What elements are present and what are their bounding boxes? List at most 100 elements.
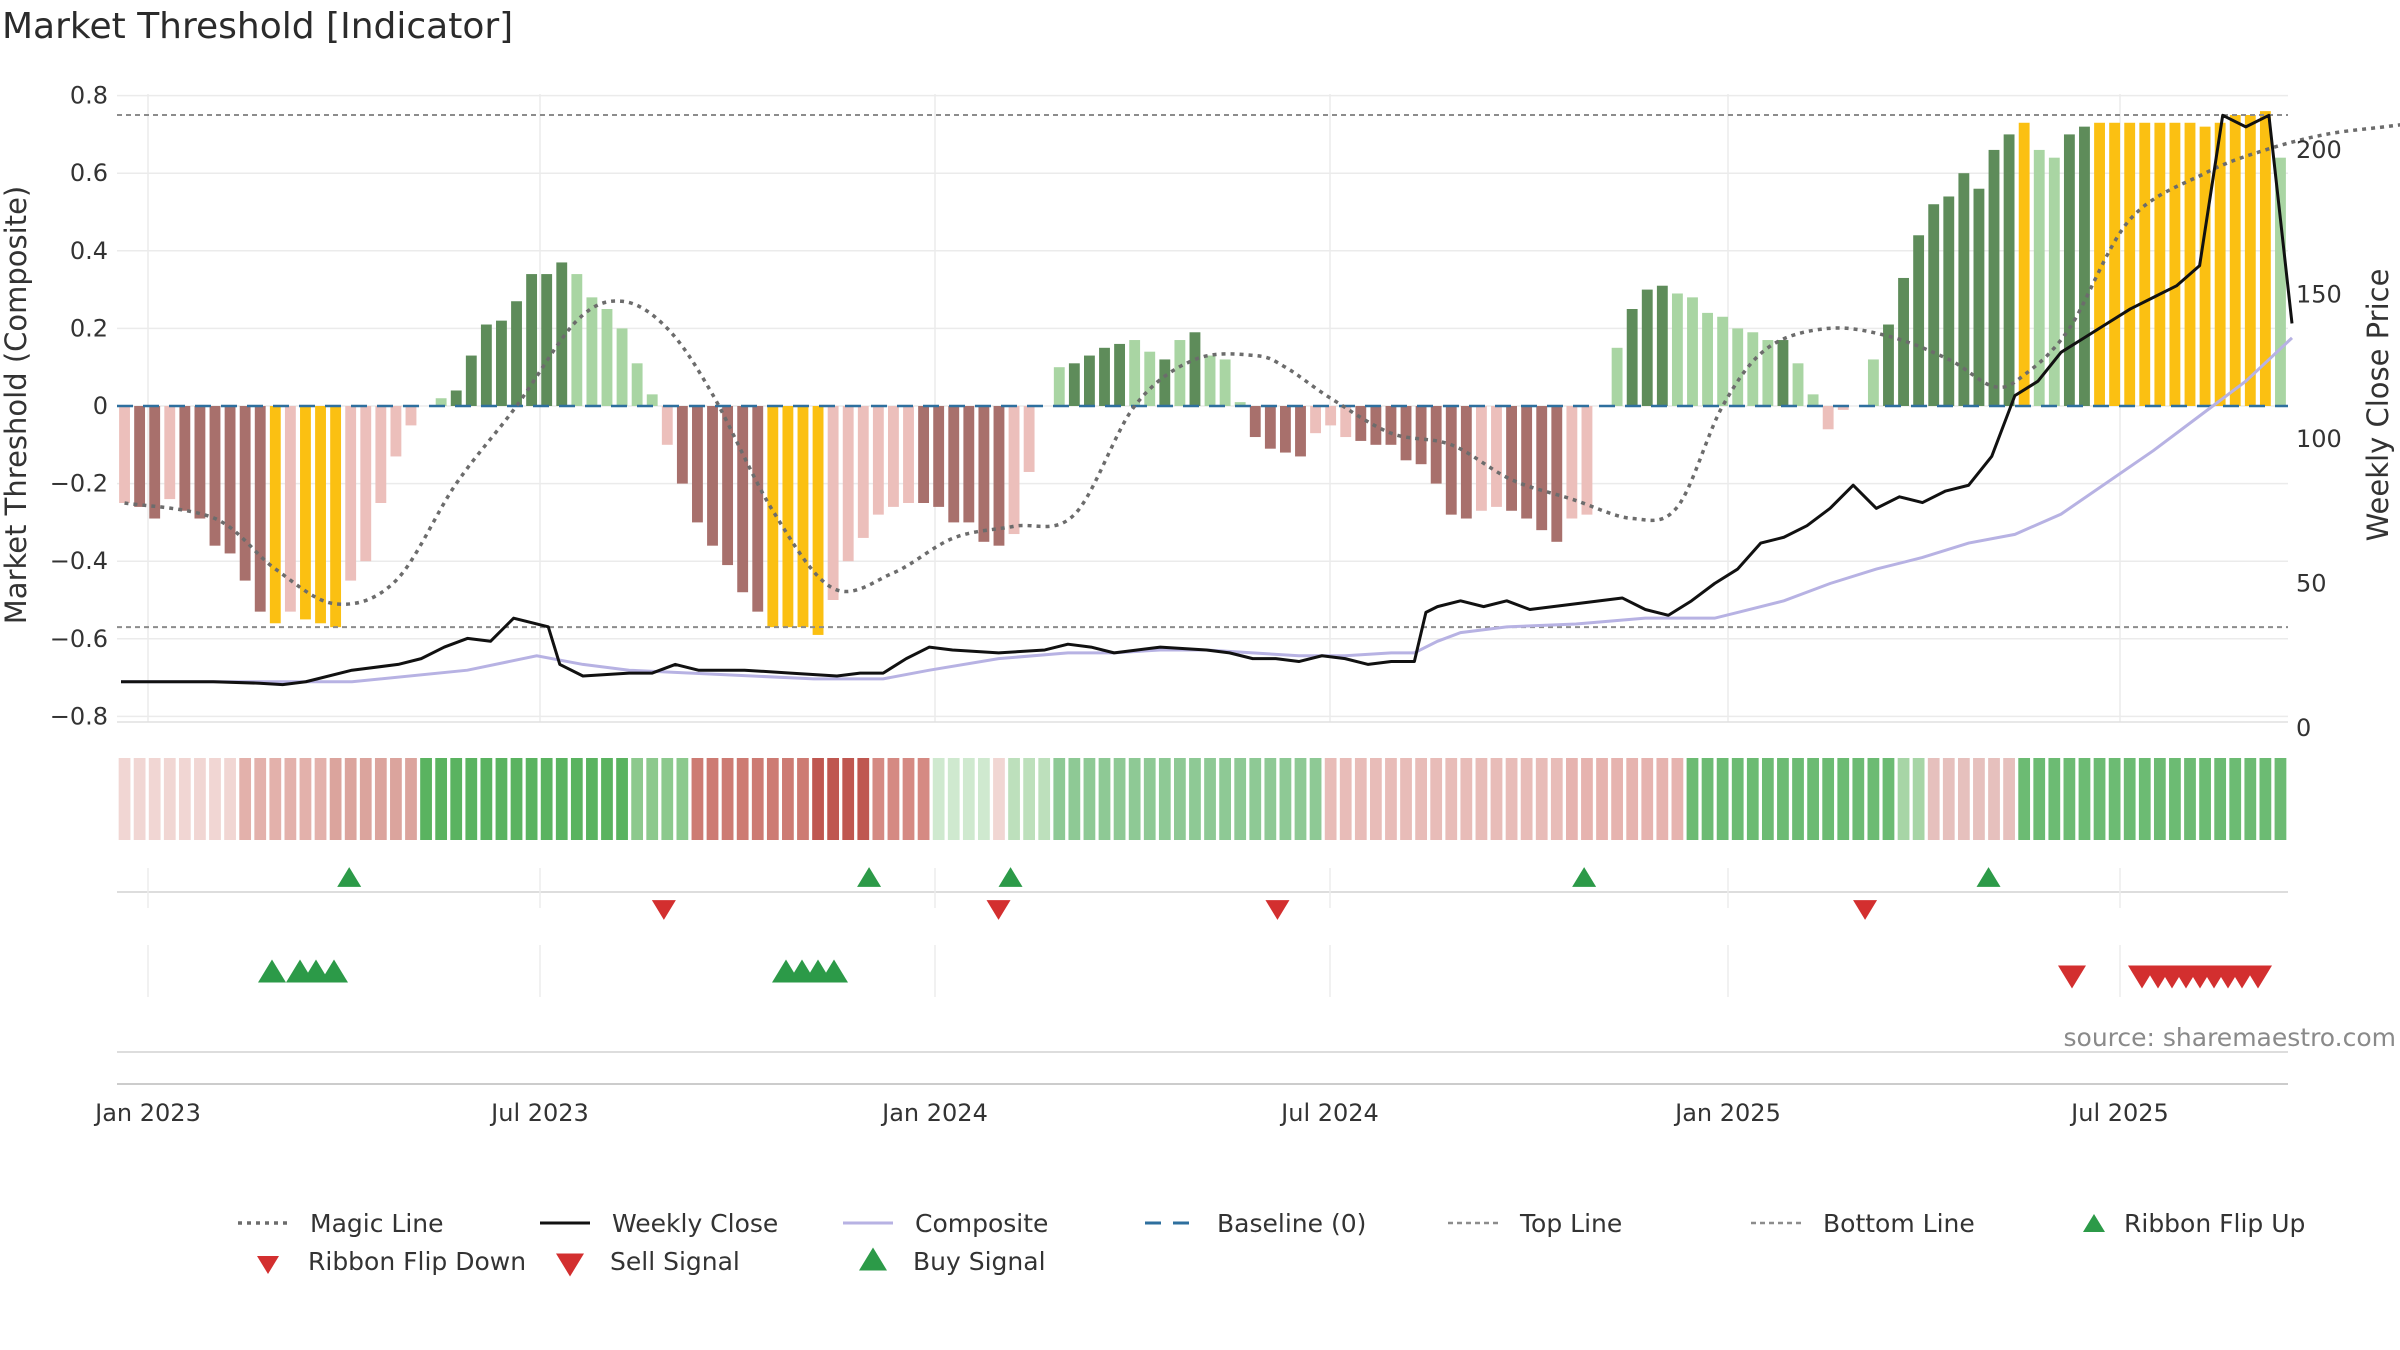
ribbon-cell — [2184, 758, 2196, 840]
x-tick-label: Jan 2024 — [880, 1099, 988, 1127]
composite-bar — [616, 328, 628, 406]
legend-swatch-buy-icon — [859, 1247, 887, 1271]
composite-bar — [1355, 406, 1367, 441]
ribbon-cell — [1671, 758, 1684, 840]
legend-item: Sell Signal — [556, 1247, 740, 1277]
composite-bar — [676, 406, 688, 484]
composite-bar — [1083, 355, 1095, 406]
composite-bar — [1189, 332, 1201, 406]
ribbon-cell — [706, 758, 719, 840]
composite-bar — [692, 406, 703, 523]
ribbon-cell — [224, 758, 236, 840]
ribbon-flip-up-marker — [1572, 867, 1597, 887]
ribbon-cell — [993, 758, 1005, 840]
composite-bar — [2109, 122, 2121, 406]
buy-signal-marker — [320, 959, 348, 983]
x-tick-label: Jan 2023 — [93, 1099, 201, 1127]
ribbon-cell — [254, 758, 267, 840]
ribbon-cell — [420, 758, 432, 840]
ribbon-cell — [2078, 758, 2091, 840]
ribbon-cell — [857, 758, 870, 840]
ribbon-cell — [1098, 758, 1111, 840]
ribbon-cell — [751, 758, 764, 840]
ribbon-cell — [1792, 758, 1804, 840]
y-tick-label: −0.6 — [50, 625, 108, 653]
composite-bar — [1777, 340, 1789, 406]
ribbon-cell — [1867, 758, 1880, 840]
composite-bar — [2033, 149, 2045, 407]
ribbon-cell — [736, 758, 749, 840]
composite-bar — [1415, 406, 1427, 465]
composite-bar — [1898, 277, 1909, 406]
ribbon-cell — [269, 758, 282, 840]
ribbon-cell — [1565, 758, 1578, 840]
composite-bar — [1536, 406, 1548, 531]
ribbon-cell — [1339, 758, 1352, 840]
composite-bar — [1249, 406, 1261, 438]
composite-bar — [2244, 115, 2256, 406]
ribbon-flip-down-marker — [651, 900, 676, 920]
composite-bar — [496, 320, 507, 406]
ribbon-cell — [2259, 758, 2272, 840]
composite-bar — [390, 406, 402, 457]
legend-item: Magic Line — [238, 1209, 444, 1238]
ribbon-cell — [1294, 758, 1307, 840]
signal-rows — [117, 867, 2288, 1053]
ribbon-cell — [646, 758, 659, 840]
ribbon-flip-up-marker — [337, 867, 362, 887]
composite-bar — [722, 406, 734, 566]
legend-label: Bottom Line — [1823, 1209, 1975, 1238]
ribbon-cell — [586, 758, 598, 840]
composite-bar — [511, 301, 522, 406]
composite-bar — [1566, 406, 1578, 519]
series-lines — [117, 113, 2400, 687]
composite-bar — [963, 406, 975, 523]
x-tick-label: Jul 2023 — [489, 1099, 589, 1127]
ribbon-cell — [1761, 758, 1774, 840]
ribbon-cell — [299, 758, 312, 840]
composite-bar — [465, 355, 477, 406]
composite-bar — [1506, 406, 1517, 511]
composite-bar — [1340, 406, 1352, 438]
ribbon-cell — [2003, 758, 2015, 840]
composite-bar — [269, 406, 281, 624]
ribbon-cell — [1626, 758, 1639, 840]
ribbon-cell — [1128, 758, 1141, 840]
composite-bar — [134, 406, 146, 507]
ribbon-cell — [284, 758, 297, 840]
weekly-close-line — [121, 113, 2294, 687]
ribbon-cell — [917, 758, 930, 840]
composite-bar — [752, 406, 764, 612]
ribbon-cell — [676, 758, 689, 840]
y-tick-label: 0.2 — [70, 314, 108, 342]
ribbon-cell — [2138, 758, 2151, 840]
ribbon-cell — [540, 758, 553, 840]
ribbon-cell — [450, 758, 463, 840]
legend-label: Composite — [915, 1209, 1048, 1238]
composite-bar — [1973, 188, 1985, 406]
composite-bar — [2063, 134, 2075, 406]
composite-bar — [1732, 328, 1744, 406]
composite-bar — [1174, 340, 1186, 406]
composite-bar — [571, 274, 583, 406]
composite-bar — [797, 406, 809, 628]
y-tick-label: −0.8 — [50, 702, 108, 730]
composite-bar — [1068, 363, 1080, 406]
legend-item: Top Line — [1448, 1209, 1622, 1238]
composite-bar — [450, 390, 462, 406]
composite-bar — [1581, 406, 1593, 515]
composite-bar — [933, 406, 945, 507]
ribbon-cell — [1219, 758, 1231, 840]
ribbon-cell — [1550, 758, 1563, 840]
x-tick-label: Jan 2025 — [1673, 1099, 1781, 1127]
composite-bar — [1053, 367, 1065, 406]
composite-bar — [224, 406, 236, 554]
composite-bar — [1114, 343, 1126, 406]
composite-bar — [948, 406, 960, 523]
sell-signal-marker — [2058, 965, 2086, 989]
composite-bar — [1928, 204, 1940, 406]
composite-bar — [586, 297, 598, 406]
composite-bar — [239, 406, 251, 581]
ribbon-cell — [1174, 758, 1186, 840]
